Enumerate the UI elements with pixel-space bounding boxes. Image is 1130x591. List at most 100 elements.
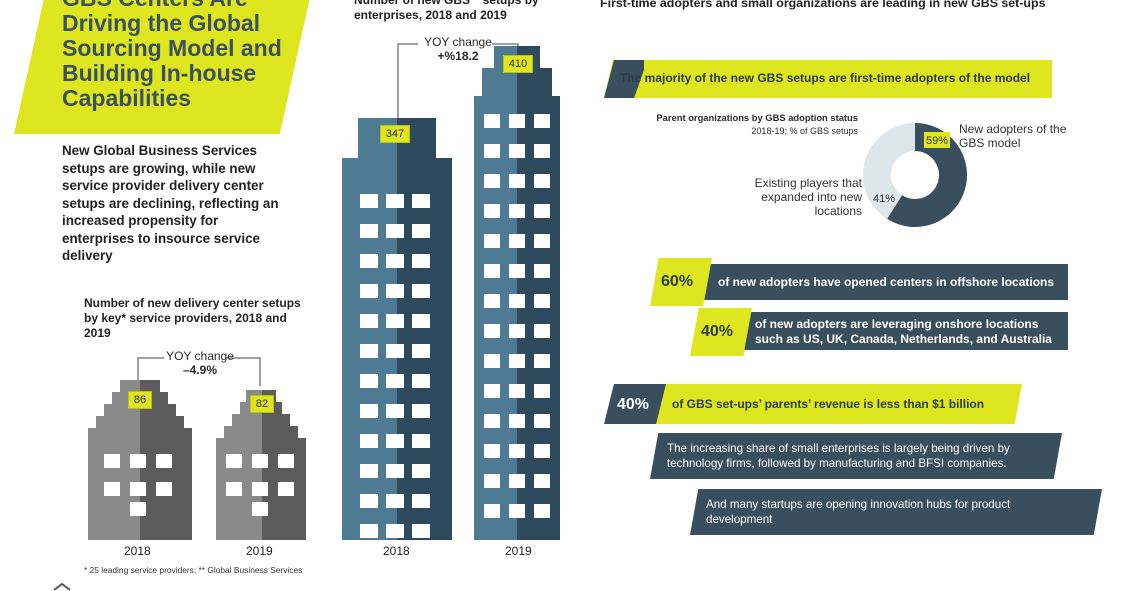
footnote: * 25 leading service providers; ** Globa…	[84, 565, 303, 575]
stat1-text: of new adopters have opened centers in o…	[718, 275, 1055, 289]
window	[484, 114, 500, 128]
providers-yoy-label: YOY change	[166, 349, 234, 363]
window	[534, 444, 550, 458]
window	[484, 474, 500, 488]
window	[534, 354, 550, 368]
window	[484, 234, 500, 248]
window	[412, 434, 430, 448]
window	[386, 434, 404, 448]
window	[412, 524, 430, 538]
window	[534, 294, 550, 308]
providers-chart-caption: Number of new delivery center setups by …	[84, 296, 301, 340]
window	[534, 414, 550, 428]
value-badge-2019-providers: 82	[250, 395, 274, 413]
window	[509, 354, 525, 368]
stat2-bar	[740, 312, 1068, 350]
pie-label-existing: Existing players that expanded into new …	[754, 176, 862, 218]
window	[412, 464, 430, 478]
window	[386, 314, 404, 328]
window	[360, 224, 378, 238]
window	[360, 404, 378, 418]
window	[534, 504, 550, 518]
window	[386, 404, 404, 418]
window	[412, 314, 430, 328]
window	[534, 384, 550, 398]
donut-label-existing: 41%	[873, 193, 895, 205]
value-badge-2019-gbs: 410	[503, 55, 533, 73]
window	[534, 264, 550, 278]
stat2-pct: 40%	[701, 323, 734, 340]
window	[360, 434, 378, 448]
window	[484, 354, 500, 368]
window	[509, 324, 525, 338]
window	[509, 414, 525, 428]
window	[484, 414, 500, 428]
pie-caption-sub: 2018-19; % of GBS setups	[751, 126, 858, 136]
window	[386, 374, 404, 388]
right-heading: First-time adopters and small organizati…	[600, 0, 1046, 10]
donut-label-new-bg	[924, 132, 950, 148]
window	[509, 444, 525, 458]
stat1-pct: 60%	[661, 273, 694, 290]
window	[534, 114, 550, 128]
window	[386, 344, 404, 358]
stat3-pct: 40%	[617, 396, 650, 413]
stat3-pct-box	[604, 384, 666, 424]
window	[386, 494, 404, 508]
stat1-bar	[704, 264, 1068, 300]
window	[360, 464, 378, 478]
title-banner	[14, 0, 316, 134]
donut-label-new: 59%	[926, 135, 948, 147]
window	[412, 344, 430, 358]
window	[412, 404, 430, 418]
window	[509, 264, 525, 278]
window	[509, 294, 525, 308]
page-title: GBS Centers Are Driving the Global Sourc…	[62, 0, 282, 111]
pie-label-new: New adopters of the GBS model	[959, 122, 1067, 150]
window	[412, 374, 430, 388]
window	[484, 444, 500, 458]
window	[412, 254, 430, 268]
gbs-yoy-value: +%18.2	[437, 49, 479, 63]
window	[484, 144, 500, 158]
stat3-bar	[650, 384, 1022, 424]
window	[412, 284, 430, 298]
window	[386, 194, 404, 208]
window	[484, 324, 500, 338]
tower-2019	[474, 46, 560, 540]
window	[360, 494, 378, 508]
window	[509, 204, 525, 218]
window	[509, 114, 525, 128]
stat3-text: of GBS set-ups’ parents’ revenue is less…	[672, 397, 985, 411]
window	[509, 144, 525, 158]
chevron-up-icon	[53, 582, 71, 591]
window	[386, 284, 404, 298]
window	[484, 204, 500, 218]
window	[509, 504, 525, 518]
gbs-yoy: YOY change +%18.2	[408, 35, 508, 63]
value-badge-2018-providers: 86	[128, 391, 152, 409]
window	[360, 194, 378, 208]
building-2018	[88, 380, 192, 540]
adoption-donut-chart: 59% 41%	[863, 123, 967, 227]
window	[534, 474, 550, 488]
window	[386, 254, 404, 268]
window	[534, 144, 550, 158]
window	[484, 384, 500, 398]
window	[412, 224, 430, 238]
value-badge-2018-gbs: 347	[380, 125, 410, 143]
ribbon-majority-text: The majority of the new GBS setups are f…	[620, 71, 1031, 85]
window	[360, 284, 378, 298]
window	[412, 494, 430, 508]
window	[484, 504, 500, 518]
window	[386, 524, 404, 538]
stat1-pct-box	[650, 258, 712, 306]
year-label-2019-gbs: 2019	[505, 544, 532, 558]
ribbon-majority	[604, 60, 1052, 98]
stat2-pct-box	[690, 308, 752, 356]
building-2019	[216, 380, 306, 540]
gbs-chart-caption: Number of new GBS** setups by enterprise…	[354, 0, 539, 22]
window	[509, 234, 525, 248]
ribbon-majority-dark-tab	[604, 60, 644, 98]
window	[360, 314, 378, 328]
